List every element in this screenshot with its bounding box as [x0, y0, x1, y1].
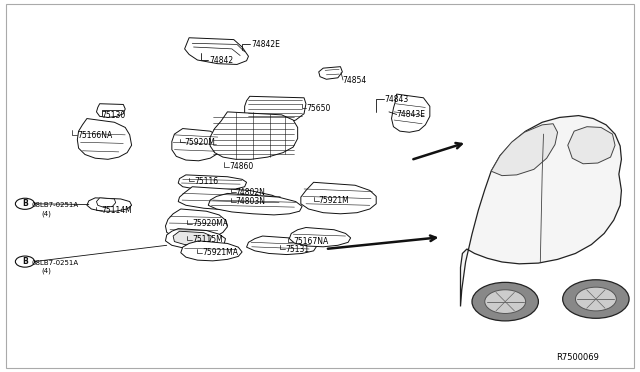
Text: 74860: 74860	[229, 162, 253, 171]
Circle shape	[15, 198, 35, 209]
Text: 75115M: 75115M	[192, 235, 223, 244]
Circle shape	[15, 256, 35, 267]
Text: 74854: 74854	[342, 76, 367, 85]
Polygon shape	[244, 96, 306, 123]
Polygon shape	[210, 112, 298, 159]
Polygon shape	[461, 116, 621, 307]
Text: 74803N: 74803N	[236, 197, 266, 206]
Polygon shape	[178, 175, 246, 190]
Text: 75650: 75650	[306, 104, 330, 113]
Polygon shape	[87, 198, 132, 211]
Text: (4): (4)	[41, 268, 51, 275]
Text: 75920M: 75920M	[184, 138, 216, 147]
Polygon shape	[289, 228, 351, 247]
Text: (4): (4)	[41, 211, 51, 217]
Text: B: B	[22, 199, 28, 208]
Polygon shape	[301, 182, 376, 214]
Polygon shape	[392, 94, 430, 132]
Text: 74843E: 74843E	[397, 110, 426, 119]
Text: 75921MA: 75921MA	[202, 248, 238, 257]
Polygon shape	[173, 231, 211, 244]
Text: 75166NA: 75166NA	[77, 131, 113, 140]
Polygon shape	[172, 129, 223, 161]
Text: 75920MA: 75920MA	[192, 219, 228, 228]
Circle shape	[563, 280, 629, 318]
Polygon shape	[491, 124, 557, 176]
Text: 74842: 74842	[209, 56, 234, 65]
Polygon shape	[319, 67, 342, 79]
Polygon shape	[178, 187, 285, 211]
Polygon shape	[166, 229, 225, 249]
Text: 74842E: 74842E	[251, 40, 280, 49]
Polygon shape	[568, 127, 615, 164]
Polygon shape	[97, 198, 116, 208]
Text: 75921M: 75921M	[319, 196, 349, 205]
Polygon shape	[97, 104, 125, 118]
Polygon shape	[180, 241, 242, 261]
Circle shape	[575, 287, 616, 311]
Circle shape	[472, 282, 538, 321]
Polygon shape	[77, 119, 132, 159]
Text: 75167NA: 75167NA	[293, 237, 328, 246]
Circle shape	[484, 290, 525, 314]
Text: 75114M: 75114M	[102, 206, 132, 215]
Text: 74843: 74843	[384, 95, 408, 104]
Polygon shape	[184, 38, 248, 64]
Polygon shape	[246, 236, 317, 254]
Polygon shape	[166, 209, 227, 240]
Text: 74802N: 74802N	[236, 188, 266, 197]
Text: 08LB7-0251A: 08LB7-0251A	[31, 260, 79, 266]
Text: 75131: 75131	[285, 244, 309, 253]
Text: 75130: 75130	[102, 111, 126, 120]
Polygon shape	[208, 193, 302, 215]
Text: 75116: 75116	[194, 177, 218, 186]
Text: 08LB7-0251A: 08LB7-0251A	[31, 202, 79, 208]
Text: R7500069: R7500069	[556, 353, 599, 362]
Text: B: B	[22, 257, 28, 266]
